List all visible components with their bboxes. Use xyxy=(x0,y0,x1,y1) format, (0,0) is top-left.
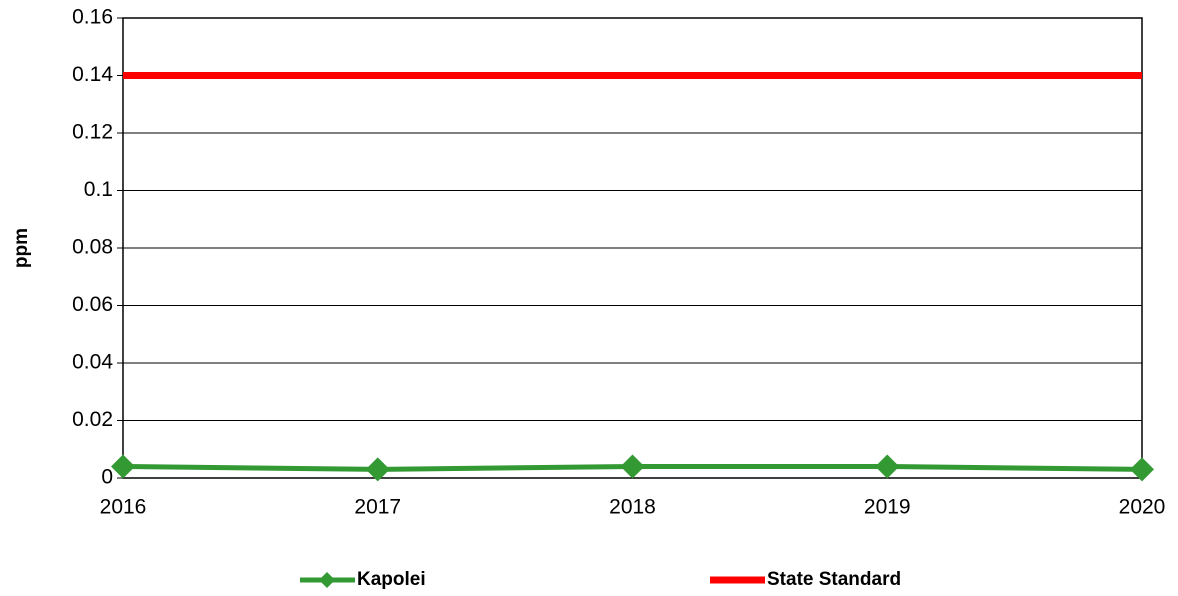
y-tick-label: 0.04 xyxy=(72,351,113,374)
marker xyxy=(875,454,900,479)
legend-marker xyxy=(319,572,335,588)
y-tick-label: 0.06 xyxy=(72,293,113,316)
x-tick-label: 2018 xyxy=(609,496,656,519)
x-tick-label: 2019 xyxy=(864,496,911,519)
legend-label: Kapolei xyxy=(357,569,426,590)
marker xyxy=(1130,457,1154,482)
y-tick-label: 0.16 xyxy=(72,6,113,29)
marker xyxy=(111,454,135,479)
legend-label: State Standard xyxy=(767,569,901,590)
marker xyxy=(365,457,390,482)
x-tick-label: 2020 xyxy=(1119,496,1166,519)
y-tick-label: 0.1 xyxy=(84,178,113,201)
y-tick-label: 0.08 xyxy=(72,236,113,259)
y-tick-label: 0.02 xyxy=(72,408,113,431)
y-tick-label: 0 xyxy=(101,466,113,489)
x-tick-label: 2016 xyxy=(100,496,147,519)
y-tick-label: 0.12 xyxy=(72,121,113,144)
y-axis-label: ppm xyxy=(11,228,32,268)
x-tick-label: 2017 xyxy=(354,496,401,519)
y-tick-label: 0.14 xyxy=(72,63,113,86)
marker xyxy=(620,454,645,479)
